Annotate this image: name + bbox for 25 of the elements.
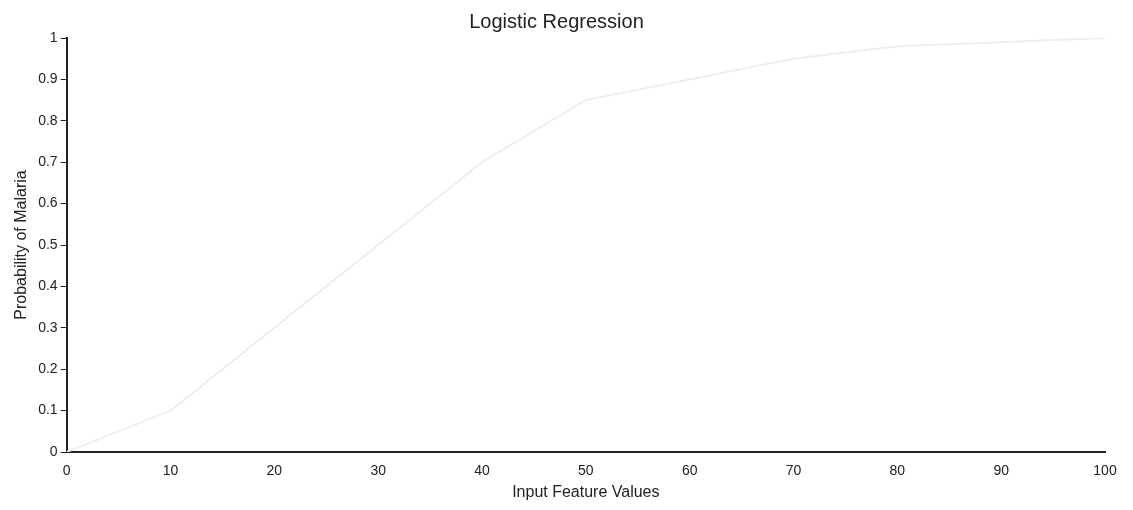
y-tick-label: 0.1 <box>38 401 58 418</box>
x-tick-label: 80 <box>889 462 906 479</box>
y-tick-label: 0.5 <box>38 235 58 252</box>
x-tick-label: 20 <box>266 462 283 479</box>
y-tick-label: 1 <box>49 28 58 45</box>
y-tick-label: 0.2 <box>38 360 58 377</box>
x-axis-title: Input Feature Values <box>512 482 660 500</box>
x-tick-label: 10 <box>162 462 179 479</box>
chart-title: Logistic Regression <box>469 9 644 32</box>
y-tick-label: 0.7 <box>38 153 58 170</box>
x-tick-label: 0 <box>62 462 71 479</box>
y-tick-label: 0.9 <box>38 70 58 87</box>
x-tick-label: 30 <box>370 462 387 479</box>
y-axis-title: Probability of Malaria <box>12 170 30 320</box>
x-tick-label: 50 <box>578 462 594 479</box>
y-tick-label: 0.3 <box>38 318 58 335</box>
x-tick-label: 100 <box>1093 462 1117 479</box>
y-tick-label: 0.4 <box>38 277 58 294</box>
y-tick-label: 0 <box>49 442 58 459</box>
x-tick-label: 70 <box>785 462 802 479</box>
y-tick-label: 0.8 <box>38 111 58 128</box>
x-tick-label: 40 <box>474 462 490 479</box>
x-tick-label: 90 <box>993 462 1010 479</box>
x-tick-label: 60 <box>681 462 698 479</box>
y-tick-label: 0.6 <box>38 194 58 211</box>
